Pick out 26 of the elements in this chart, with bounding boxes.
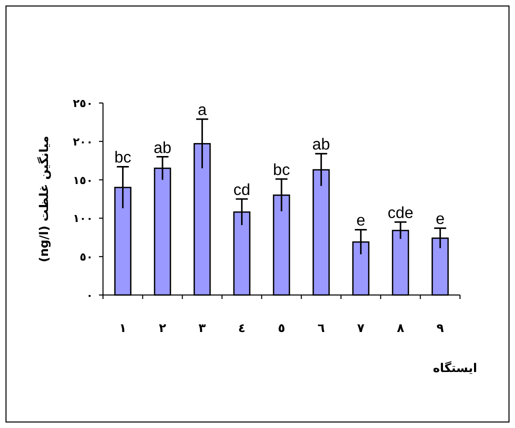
- annotation: cde: [388, 205, 414, 222]
- annotation: bc: [114, 150, 132, 167]
- x-tick-label: ١: [119, 321, 126, 335]
- x-tick-label: ٢: [158, 321, 167, 335]
- annotation: a: [198, 102, 207, 120]
- y-tick-label: ٢٥٠: [72, 97, 93, 110]
- x-tick-label: ٨: [396, 321, 405, 335]
- annotation: cd: [233, 182, 250, 199]
- y-tick-label: ٢٠٠: [72, 135, 93, 148]
- annotation: ab: [154, 140, 172, 157]
- annotation: e: [356, 212, 366, 230]
- x-tick-label: ٩: [436, 321, 445, 335]
- y-tick-label: ٠: [86, 289, 93, 302]
- x-tick-label: ٤: [238, 321, 246, 335]
- y-tick-label: ٥٠: [80, 250, 93, 264]
- annotation: bc: [273, 162, 290, 180]
- x-tick-label: ٥: [278, 321, 286, 335]
- y-axis-title: میانگین غلظت (ng/l): [37, 136, 51, 262]
- y-tick-label: ١٠٠: [72, 212, 93, 226]
- x-tick-label: ٧: [357, 321, 366, 335]
- y-tick-label: ١٥٠: [72, 174, 93, 187]
- x-axis-title: ایستگاه: [432, 361, 478, 375]
- x-tick-label: ٣: [198, 321, 207, 335]
- annotation: ab: [312, 136, 330, 154]
- x-tick-label: ٦: [318, 321, 325, 335]
- annotation: e: [436, 211, 445, 228]
